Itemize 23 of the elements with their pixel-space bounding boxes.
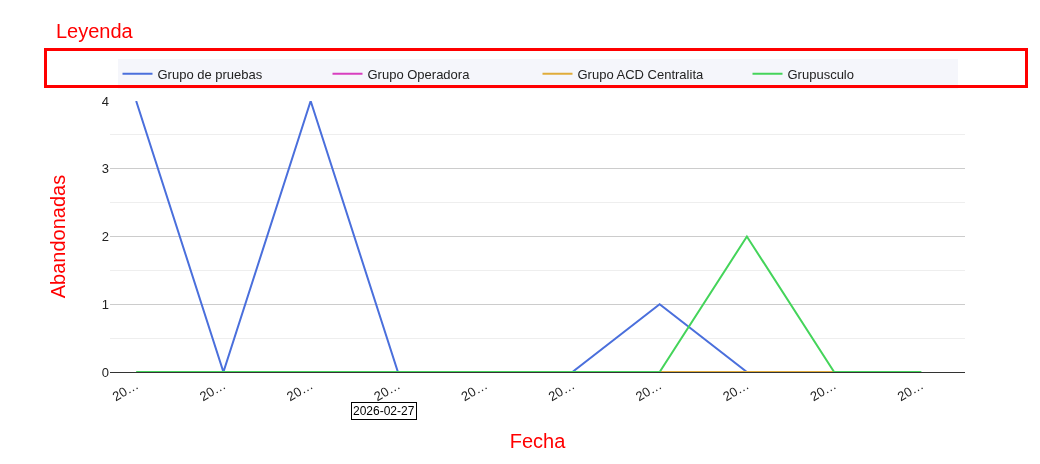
x-tick-label: 20… xyxy=(720,377,752,405)
x-tick-label: 20… xyxy=(545,377,578,405)
legend-label: Grupusculo xyxy=(787,66,854,82)
x-tick-label: 20… xyxy=(633,377,665,405)
x-tick-label: 20… xyxy=(807,377,839,405)
y-tick-label: 0 xyxy=(101,364,109,380)
y-tick-label: 1 xyxy=(101,296,109,312)
y-tick-label: 3 xyxy=(101,161,109,177)
x-tick-label: 20… xyxy=(196,377,229,405)
y-tick-label: 4 xyxy=(101,93,109,109)
x-tick-label: 20… xyxy=(284,377,316,405)
y-axis-title: Abandonadas xyxy=(47,174,70,299)
legend-title: Leyenda xyxy=(56,20,134,42)
legend-label: Grupo Operadora xyxy=(367,66,471,82)
x-axis-title: Fecha xyxy=(509,429,567,452)
legend-label: Grupo de pruebas xyxy=(157,66,263,82)
x-tick-label: 20… xyxy=(109,377,141,405)
x-tick-label: 20… xyxy=(894,377,927,405)
x-tick-label: 20… xyxy=(371,377,403,405)
y-tick-label: 2 xyxy=(101,229,109,245)
x-tick-label: 20… xyxy=(458,377,490,405)
text: 2026-02-27 xyxy=(353,404,415,418)
legend-label: Grupo ACD Centralita xyxy=(577,66,704,82)
